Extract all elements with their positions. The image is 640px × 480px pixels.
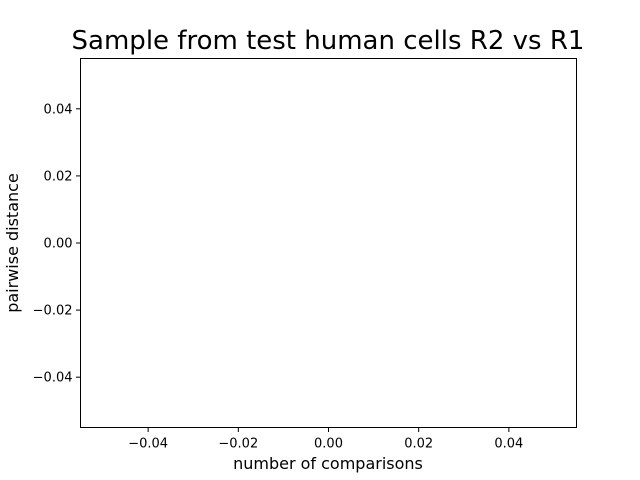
y-tick-label: 0.04 xyxy=(44,102,73,117)
x-tick-label: 0.04 xyxy=(494,437,523,452)
y-axis-label: pairwise distance xyxy=(3,173,22,313)
x-tick-label: −0.02 xyxy=(218,437,258,452)
x-tick-label: −0.04 xyxy=(128,437,168,452)
plot-area-frame xyxy=(80,58,577,428)
chart-title: Sample from test human cells R2 vs R1 xyxy=(72,26,585,56)
x-tick-label: 0.02 xyxy=(404,437,433,452)
x-axis-label: number of comparisons xyxy=(233,454,423,473)
x-axis: −0.04 −0.02 0.00 0.02 0.04 xyxy=(128,427,523,452)
y-tick-label: 0.00 xyxy=(44,237,73,252)
y-tick-label: −0.04 xyxy=(33,371,73,386)
y-tick-label: 0.02 xyxy=(44,169,73,184)
x-tick-label: 0.00 xyxy=(314,437,343,452)
y-tick-label: −0.02 xyxy=(33,304,73,319)
y-axis: −0.04 −0.02 0.00 0.02 0.04 xyxy=(33,102,81,386)
